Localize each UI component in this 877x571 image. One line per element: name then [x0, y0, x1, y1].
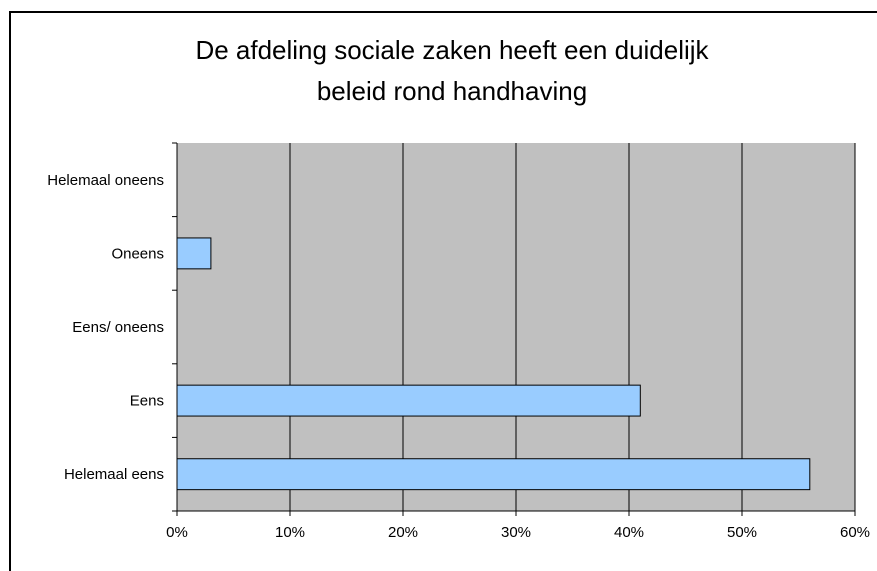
x-tick-label: 0%: [166, 524, 188, 541]
y-category-label: Helemaal eens: [64, 466, 164, 483]
x-tick-label: 20%: [388, 524, 418, 541]
y-category-label: Eens/ oneens: [72, 319, 164, 336]
y-category-label: Helemaal oneens: [47, 172, 164, 189]
x-tick-label: 60%: [840, 524, 870, 541]
x-tick-label: 10%: [275, 524, 305, 541]
x-tick-label: 50%: [727, 524, 757, 541]
bar: [176, 384, 641, 417]
y-category-label: Oneens: [111, 245, 164, 262]
chart-frame: [9, 11, 877, 571]
x-tick-label: 30%: [501, 524, 531, 541]
x-tick-label: 40%: [614, 524, 644, 541]
plot-area: 0% 10% 20% 30% 40% 50% 60% Helemaal oneens Oneen…: [47, 142, 870, 541]
chart-title-line-2: beleid rond handhaving: [317, 76, 587, 106]
y-category-label: Eens: [130, 393, 164, 410]
chart-title-line-1: De afdeling sociale zaken heeft een duid…: [195, 35, 709, 65]
bar: [176, 237, 212, 270]
bar: [176, 458, 811, 491]
